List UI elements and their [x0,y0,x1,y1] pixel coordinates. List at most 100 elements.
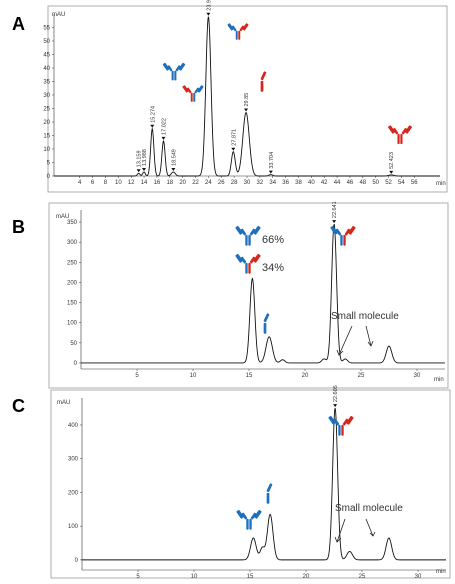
x-tick-label: 48 [359,180,366,186]
x-tick-label: 30 [414,373,421,379]
x-tick-label: 30 [244,180,251,186]
y-tick-label: 300 [67,240,78,246]
peak-label: 17.022 [162,118,168,135]
x-tick-label: 30 [415,574,422,580]
y-tick-label: 100 [67,321,78,327]
peak-label: 13.988 [142,149,148,166]
y-tick-label: 200 [68,490,79,496]
y-tick-label: 50 [70,341,77,347]
y-tick-label: 200 [67,280,78,286]
peak-marker [333,404,338,408]
x-tick-label: 12 [128,180,135,186]
antibody-icon [235,253,261,274]
peak-label: 27.871 [231,129,237,146]
panel-b-ylabel: mAU [56,214,69,220]
x-tick-label: 18 [166,180,173,186]
x-tick-label: 5 [135,373,139,379]
annotation-small-molecule-b: Small molecule [331,311,399,322]
x-tick-label: 40 [308,180,315,186]
chromatogram-trace [54,16,440,177]
antibody-icon [260,71,267,92]
y-tick-label: 400 [68,423,79,429]
x-tick-label: 15 [246,373,253,379]
panel-c: mAU min 0 100 200 300 400 5 10 15 20 25 30 22.605 [50,385,451,580]
panel-letter-a: A [12,14,25,34]
annotation-34pct: 34% [262,262,284,274]
peak-marker [206,12,211,16]
x-tick-label: 38 [295,180,302,186]
y-tick-label: 45 [43,53,50,59]
peak-label: 23.97 [206,0,212,11]
x-tick-label: 10 [191,574,198,580]
x-tick-label: 6 [91,180,95,186]
peak-label: 22.641 [332,201,338,218]
antibody-icon [227,23,249,40]
arrows [334,325,376,543]
panel-a-xlabel: min [436,181,446,187]
peak-marker [150,124,155,128]
arrow-b-1 [338,325,353,356]
panel-a-ylabel: mAU [52,12,65,18]
antibody-icon [328,415,354,436]
peak-label: 33.704 [269,152,275,169]
x-tick-label: 56 [411,180,418,186]
arrow-c-1-head [334,536,342,543]
peak-marker [171,167,176,171]
y-tick-label: 350 [67,220,78,226]
x-tick-label: 28 [231,180,238,186]
panel-b: mAU min 0 50 100 150 200 250 300 350 5 10 15 20 25 30… [48,201,449,389]
panel-letter-b: B [12,217,25,237]
y-tick-label: 20 [43,120,50,126]
peak-marker [141,167,146,171]
y-tick-label: 0 [47,174,51,180]
arrow-b-1-head [336,349,344,356]
antibody-icon [388,125,412,145]
annotation-small-molecule-c: Small molecule [335,503,403,514]
panel-a-frame [47,5,448,193]
antibody-icon [182,85,204,102]
x-tick-label: 20 [179,180,186,186]
y-tick-label: 30 [43,93,50,99]
arrow-c-2-head [369,531,376,537]
x-tick-label: 20 [302,373,309,379]
peak-label: 29.85 [244,93,250,107]
panel-c-xlabel: min [436,569,446,575]
x-tick-label: 8 [104,180,108,186]
peak-marker [136,169,141,173]
antibody-icon [330,225,356,246]
peak-label: 15.274 [150,106,156,123]
y-tick-label: 25 [43,107,50,113]
peak-marker [332,220,337,224]
arrow-b-2-head [367,340,374,347]
y-tick-label: 35 [43,80,50,86]
x-tick-label: 25 [358,373,365,379]
y-tick-label: 15 [43,134,50,140]
peak-label: 13.159 [137,150,143,167]
chromatogram-trace [82,408,446,561]
x-tick-label: 16 [154,180,161,186]
x-tick-label: 46 [347,180,354,186]
x-tick-label: 10 [115,180,122,186]
x-tick-label: 50 [372,180,379,186]
arrow-b-2 [365,325,372,347]
x-tick-label: 25 [359,574,366,580]
y-tick-label: 250 [67,260,78,266]
y-tick-label: 10 [43,147,50,153]
x-tick-label: 14 [141,180,148,186]
y-tick-label: 100 [68,524,79,530]
antibody-icon [236,509,262,530]
peak-marker [268,170,273,174]
x-tick-label: 26 [218,180,225,186]
antibody-icon [162,62,186,81]
peak-label: 52.423 [389,152,395,169]
antibody-icon [266,483,273,504]
arrow-c-1 [336,518,346,543]
y-tick-label: 40 [43,66,50,72]
y-tick-label: 55 [43,26,50,32]
x-tick-label: 4 [78,180,82,186]
peak-marker [389,170,394,174]
y-tick-label: 50 [43,39,50,45]
antibody-icon [263,313,270,334]
